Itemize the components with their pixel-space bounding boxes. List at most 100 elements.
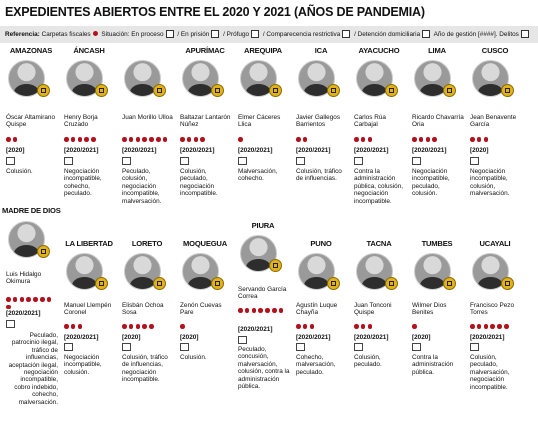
term-years: [2020/2021] (296, 147, 331, 154)
legend-profugo: / Prófugo (223, 31, 250, 38)
region-name: PUNO (310, 239, 332, 248)
governor-name: Wilmer Dios Benites (412, 302, 447, 317)
status-badge-icon (269, 84, 282, 97)
case-dot (149, 137, 154, 142)
governor-name: Zenón Cuevas Pare (180, 302, 222, 317)
region-name: ÁNCASH (73, 46, 105, 55)
term-years: [2020/2021] (238, 147, 273, 154)
term-years: [2020/2021] (64, 147, 99, 154)
region-name: AREQUIPA (244, 46, 282, 55)
legend-anio: Año de gestión [####]. Delitos (433, 31, 519, 38)
governor-name: Juan Morillo Ulloa (122, 114, 173, 121)
case-dot (470, 324, 475, 329)
crimes-text: Colusión. (6, 168, 33, 175)
case-dots (238, 137, 292, 145)
case-dot (122, 137, 127, 142)
governor-card: ICA Javier Gallegos Barrientos [2020/2021]… (292, 46, 350, 207)
term-years: [2020/2021] (64, 334, 99, 341)
governor-name: Luis Hidalgo Okimura (6, 271, 42, 286)
crimes-text: Colusión, tráfico de influencias, negoci… (122, 354, 168, 384)
case-dot (6, 297, 11, 302)
gavel-icon (122, 343, 131, 351)
case-dot (39, 297, 45, 302)
case-dot (244, 308, 250, 313)
legend-referencia: Referencia: (5, 31, 40, 38)
governor-card: APURÍMAC Baltazar Lantarón Núñez [2020/202… (176, 46, 234, 207)
case-dot (425, 137, 431, 142)
status-badge-icon (95, 84, 108, 97)
case-dot (470, 137, 475, 142)
region-name: CUSCO (481, 46, 509, 55)
legend-detencion: / Detención domiciliaria (354, 31, 421, 38)
status-badge-icon (211, 277, 224, 290)
case-dot (186, 137, 192, 142)
governor-name: Ricardo Chavarría Oria (412, 114, 464, 129)
case-dot (135, 137, 141, 142)
gavel-icon (64, 157, 73, 165)
case-dot (490, 324, 495, 329)
case-dot (296, 137, 301, 142)
governor-card: TACNA Juan Tonconi Quispe [2020/2021] Colus… (350, 239, 408, 400)
legend-bar: Referencia: Carpetas fiscales Situación:… (0, 26, 538, 43)
case-dots (470, 137, 524, 145)
case-dot (12, 137, 18, 142)
case-dot (180, 137, 185, 142)
case-dot (354, 137, 359, 142)
case-dot (12, 297, 18, 302)
case-dots (470, 324, 524, 332)
case-dot (476, 324, 482, 329)
crimes-text: Negociación incompatible, cohecho, pecul… (64, 168, 102, 198)
governor-name: Juan Tonconi Quispe (354, 302, 392, 317)
case-dots (354, 324, 408, 332)
gavel-icon (296, 343, 305, 351)
governor-name: Baltazar Lantarón Núñez (180, 114, 231, 129)
case-dot (193, 137, 199, 142)
case-dot (180, 324, 185, 329)
crimes-text: Negociación incompatible, colusión, malv… (470, 168, 510, 198)
house-icon (422, 29, 431, 38)
case-dot (296, 324, 301, 329)
status-badge-icon (211, 84, 224, 97)
term-years: [2020/2021] (122, 147, 157, 154)
governor-name: Elmer Cáceres Llica (238, 114, 281, 129)
portrait-photo (472, 253, 509, 290)
region-name: MOQUEGUA (183, 239, 227, 248)
status-badge-icon (385, 277, 398, 290)
case-dots (64, 324, 118, 332)
governor-name: Javier Gallegos Barrientos (296, 114, 341, 129)
case-dot (238, 308, 243, 313)
case-dots (6, 297, 60, 312)
case-dot (128, 324, 134, 329)
case-dot (258, 308, 263, 313)
region-name: LIMA (428, 46, 446, 55)
governor-name: Henry Borja Cruzado (64, 114, 98, 129)
case-dots (180, 137, 234, 145)
gavel-icon (354, 343, 363, 351)
case-dots (354, 137, 408, 145)
case-dot (84, 137, 89, 142)
status-badge-icon (153, 84, 166, 97)
case-dot (271, 308, 277, 313)
status-badge-icon (327, 84, 340, 97)
case-dots (122, 324, 176, 332)
status-badge-icon (153, 277, 166, 290)
case-dots (412, 137, 466, 145)
case-dot (302, 324, 308, 329)
term-years: [2020] (470, 147, 489, 154)
dot-icon (92, 31, 98, 37)
crimes-text: Cohecho, malversación, peculado. (296, 354, 336, 376)
case-dot (418, 137, 424, 142)
governor-name: Elisbán Ochoa Sosa (122, 302, 164, 317)
crimes-text: Colusión, peculado, negociación incompat… (180, 168, 218, 198)
case-dot (135, 324, 141, 329)
prison-icon (211, 29, 220, 38)
status-badge-icon (327, 277, 340, 290)
gavel-icon (122, 157, 131, 165)
gavel-icon (238, 157, 247, 165)
case-dot (128, 137, 134, 142)
governor-card: AMAZONAS Óscar Altamirano Quispe [2020] Col… (2, 46, 60, 207)
crimes-text: Peculado, patrocinio ilegal, tráfico de … (8, 332, 58, 406)
gavel-icon (180, 157, 189, 165)
case-dot (64, 137, 69, 142)
gavel-icon (180, 343, 189, 351)
